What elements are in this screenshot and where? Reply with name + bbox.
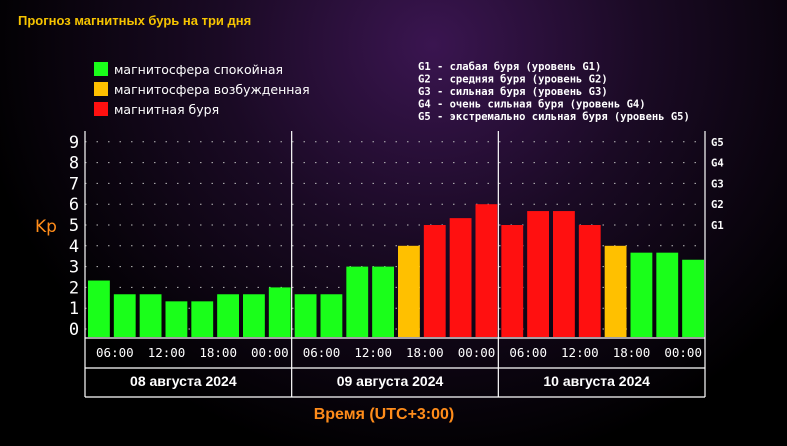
kp-bar [475,204,498,337]
g-level-legend-item: G2 - средняя буря (уровень G2) [418,74,608,86]
kp-bar [682,259,704,337]
g-level-legend-item: G3 - сильная буря (уровень G3) [418,86,608,98]
g-axis-ticks: G1 G2 G3 G4 G5 [711,137,724,232]
g-tick-label: G2 [711,199,724,211]
x-axis-ticks: 06:00 12:00 18:00 00:00 06:00 12:00 18:00 00:00… [96,345,702,360]
x-tick-label: 06:00 [303,345,341,360]
day-label: 10 августа 2024 [543,373,650,389]
y-axis-label: Kp [35,217,57,237]
g-level-legend-item: G4 - очень сильная буря (уровень G4) [418,99,646,111]
x-tick-label: 12:00 [148,345,186,360]
y-tick-label: 4 [69,237,79,257]
x-tick-label: 18:00 [199,345,237,360]
kp-bar [217,294,239,337]
kp-bar [630,252,653,337]
x-axis-label: Время (UTC+3:00) [314,406,455,423]
kp-bar [501,225,524,337]
legend-swatch [94,82,108,96]
kp-bar [553,211,575,337]
g-level-legend-item: G1 - слабая буря (уровень G1) [418,61,601,73]
kp-bar [243,294,265,337]
y-tick-label: 3 [69,258,79,278]
y-tick-label: 5 [69,216,79,236]
x-tick-label: 18:00 [613,345,651,360]
day-labels: 08 августа 2024 09 августа 2024 10 августа… [130,373,650,389]
day-label: 08 августа 2024 [130,373,237,389]
x-tick-label: 06:00 [509,345,547,360]
g-tick-label: G5 [711,137,724,149]
kp-bar [398,245,420,337]
legend-label: магнитосфера возбужденная [114,82,310,97]
y-tick-label: 2 [69,278,79,298]
kp-bar [113,294,136,337]
legend-label: магнитная буря [114,102,219,117]
y-tick-label: 6 [69,195,79,215]
kp-bar [527,211,549,337]
kp-bar [139,294,162,337]
y-tick-label: 7 [69,174,79,194]
y-tick-label: 9 [69,133,79,153]
g-level-legend-item: G5 - экстремально сильная буря (уровень … [418,111,690,123]
kp-bar [346,266,369,337]
x-tick-label: 06:00 [96,345,134,360]
chart-legend: магнитосфера спокойная магнитосфера возбу… [94,62,310,117]
chart-bars [88,204,704,337]
g-level-legend: G1 - слабая буря (уровень G1)G2 - средня… [418,61,690,123]
y-tick-label: 8 [69,154,79,174]
kp-bar [165,301,188,337]
kp-bar [372,266,394,337]
kp-bar [191,301,214,337]
x-tick-label: 18:00 [406,345,444,360]
g-tick-label: G3 [711,178,724,190]
legend-label: магнитосфера спокойная [114,62,283,77]
kp-bar [578,225,601,337]
kp-bar [294,294,317,337]
y-tick-label: 0 [69,320,79,340]
x-tick-label: 00:00 [664,345,702,360]
kp-bar [320,294,343,337]
kp-bar [423,225,446,337]
legend-swatch [94,62,108,76]
chart-axes [84,131,706,398]
legend-swatch [94,102,108,116]
kp-bar [656,252,679,337]
g-tick-label: G4 [711,158,724,170]
x-tick-label: 12:00 [561,345,599,360]
kp-bar [88,280,110,337]
kp-bar [449,218,472,337]
x-tick-label: 00:00 [458,345,496,360]
y-tick-label: 1 [69,299,79,319]
day-label: 09 августа 2024 [337,373,444,389]
page-title: Прогноз магнитных бурь на три дня [18,13,252,28]
x-tick-label: 12:00 [354,345,392,360]
kp-bar [268,287,291,337]
x-tick-label: 00:00 [251,345,289,360]
kp-bar [604,245,627,337]
g-tick-label: G1 [711,220,724,232]
